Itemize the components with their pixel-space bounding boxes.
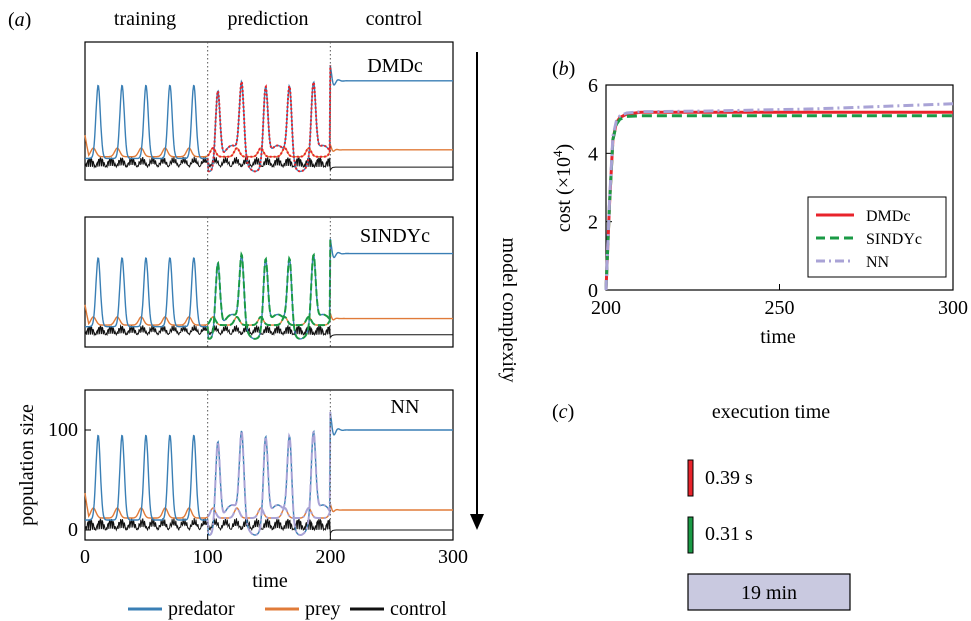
cost-line-nn [604,102,954,291]
exec-bar-sindyc [687,516,694,554]
subplot-frame-nn [84,389,454,541]
b-y-tick-label: 4 [588,143,598,165]
phase-label-control: control [366,8,423,30]
cost-line-sindyc [604,114,953,291]
b-x-axis-label: time [760,326,796,348]
control-line-nn [84,517,453,535]
complexity-arrowhead [470,514,484,530]
model-label-sindyc: SINDYc [360,225,430,247]
b-y-tick-label: 2 [588,212,598,234]
exec-bar-nn [687,573,851,611]
panel-label-b: (b) [552,58,575,80]
b-x-tick-label: 250 [765,297,795,319]
execution-time-title: execution time [712,401,830,423]
a-x-tick-label: 0 [80,546,90,568]
predator-prediction-dmdc [206,65,332,173]
cost-line-dmdc [604,110,953,291]
exec-label-nn: 19 min [741,582,797,604]
predator-prediction-sindyc [206,238,332,340]
cost-axis-ticks: 200 250 300 0 2 4 6 [588,75,968,319]
phase-label-prediction: prediction [227,8,308,30]
a-x-tick-label: 300 [438,546,468,568]
cost-legend-label-nn: NN [866,254,890,271]
a-x-tick-label: 100 [193,546,223,568]
a-x-tick-label: 200 [315,546,345,568]
exec-label-sindyc: 0.31 s [705,523,753,545]
model-label-nn: NN [391,396,420,418]
a-x-axis-ticks: 0 100 200 300 [80,534,468,568]
prey-line-nn [84,492,453,519]
a-y-axis-ticks: 0 100 [48,419,91,541]
exec-label-dmdc: 0.39 s [705,467,753,489]
legend-label-control: control [390,598,447,620]
a-y-tick-label: 100 [48,419,78,441]
b-x-tick-label: 300 [938,297,968,319]
prey-prediction-sindyc [207,313,332,327]
control-line-dmdc [84,155,453,171]
cost-legend-label-dmdc: DMDc [866,208,910,225]
predator-prediction-nn [206,411,332,536]
prey-line-dmdc [84,134,453,158]
phase-label-training: training [114,8,176,30]
exec-bar-dmdc [687,459,694,497]
b-y-tick-label: 6 [588,75,598,97]
legend-label-predator: predator [168,598,235,620]
b-y-axis-label: cost (×104) [550,144,575,232]
panel-label-c: (c) [552,401,574,423]
control-line-sindyc [84,323,453,339]
complexity-label: model complexity [498,238,520,383]
panel-label-a: (a) [8,9,31,31]
b-y-tick-label: 0 [588,280,598,302]
cost-legend: DMDc SINDYc NN [807,196,947,278]
a-legend: predator prey control [128,598,447,620]
cost-legend-label-sindyc: SINDYc [866,231,922,248]
prey-prediction-dmdc [207,144,332,158]
a-y-tick-label: 0 [68,519,78,541]
legend-label-prey: prey [305,598,341,620]
b-x-tick-label: 200 [591,297,621,319]
cost-series-group [604,102,954,291]
model-label-dmdc: DMDc [367,55,423,77]
a-y-axis-label: population size [16,404,38,526]
population-series-group [84,42,453,540]
a-x-axis-label: time [252,570,288,592]
